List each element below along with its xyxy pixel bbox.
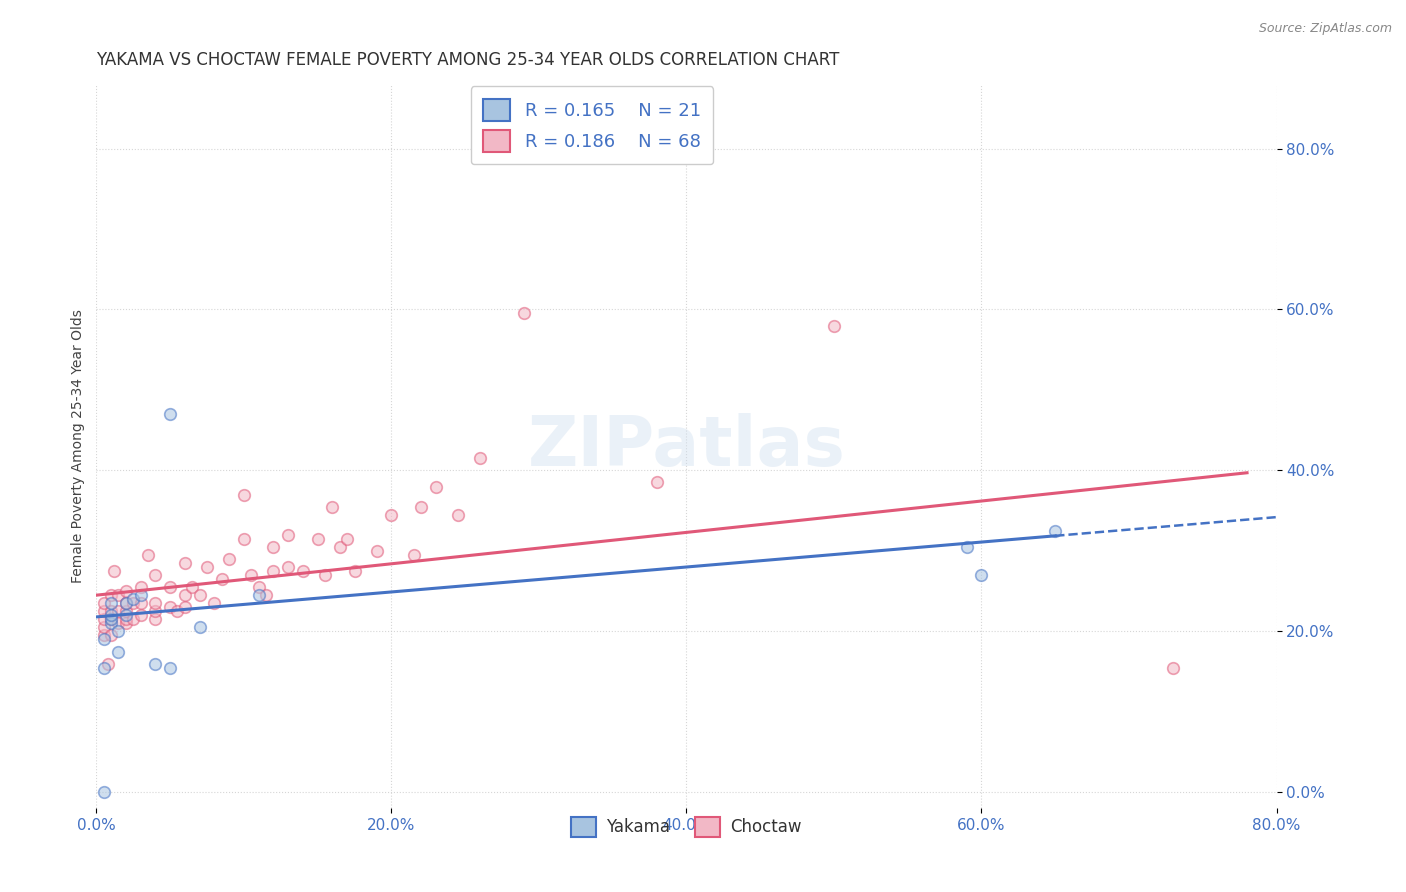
- Point: [159, 407, 181, 421]
- Text: Source: ZipAtlas.com: Source: ZipAtlas.com: [1258, 22, 1392, 36]
- Point: [100, 604, 122, 618]
- Point: [115, 612, 138, 626]
- Point: [159, 660, 181, 674]
- Point: [173, 600, 195, 615]
- Point: [93, 632, 115, 647]
- Point: [232, 532, 254, 546]
- Point: [277, 528, 299, 542]
- Point: [122, 612, 145, 626]
- Point: [93, 596, 115, 610]
- Point: [277, 560, 299, 574]
- Point: [100, 612, 122, 626]
- Point: [100, 616, 122, 631]
- Point: [93, 604, 115, 618]
- Point: [321, 500, 343, 514]
- Point: [211, 572, 233, 586]
- Point: [100, 588, 122, 602]
- Point: [329, 540, 352, 554]
- Point: [129, 608, 152, 623]
- Point: [425, 479, 447, 493]
- Point: [254, 588, 277, 602]
- Point: [247, 588, 270, 602]
- Legend: Yakama, Choctaw: Yakama, Choctaw: [565, 810, 808, 844]
- Point: [115, 616, 138, 631]
- Point: [143, 568, 166, 582]
- Point: [143, 604, 166, 618]
- Point: [188, 620, 211, 634]
- Point: [136, 548, 159, 562]
- Point: [107, 604, 129, 618]
- Point: [93, 628, 115, 642]
- Point: [107, 588, 129, 602]
- Point: [100, 628, 122, 642]
- Point: [262, 564, 284, 578]
- Point: [1045, 524, 1067, 538]
- Point: [159, 600, 181, 615]
- Point: [100, 612, 122, 626]
- Point: [232, 487, 254, 501]
- Point: [262, 540, 284, 554]
- Point: [107, 616, 129, 631]
- Point: [93, 612, 115, 626]
- Point: [100, 596, 122, 610]
- Point: [122, 596, 145, 610]
- Point: [956, 540, 979, 554]
- Point: [122, 592, 145, 607]
- Point: [447, 508, 470, 522]
- Point: [645, 475, 668, 490]
- Text: ZIPatlas: ZIPatlas: [527, 413, 845, 480]
- Point: [115, 604, 138, 618]
- Point: [823, 318, 845, 333]
- Point: [143, 596, 166, 610]
- Point: [188, 588, 211, 602]
- Point: [93, 785, 115, 799]
- Point: [380, 508, 402, 522]
- Point: [107, 644, 129, 658]
- Point: [336, 532, 359, 546]
- Point: [143, 612, 166, 626]
- Point: [173, 556, 195, 570]
- Point: [240, 568, 263, 582]
- Point: [97, 657, 120, 671]
- Point: [129, 588, 152, 602]
- Point: [143, 657, 166, 671]
- Point: [291, 564, 314, 578]
- Text: YAKAMA VS CHOCTAW FEMALE POVERTY AMONG 25-34 YEAR OLDS CORRELATION CHART: YAKAMA VS CHOCTAW FEMALE POVERTY AMONG 2…: [97, 51, 839, 69]
- Point: [195, 560, 218, 574]
- Point: [115, 596, 138, 610]
- Point: [468, 451, 491, 466]
- Point: [93, 660, 115, 674]
- Point: [173, 588, 195, 602]
- Point: [107, 624, 129, 639]
- Point: [103, 564, 125, 578]
- Point: [100, 608, 122, 623]
- Point: [366, 544, 388, 558]
- Point: [307, 532, 329, 546]
- Point: [1161, 660, 1184, 674]
- Point: [343, 564, 366, 578]
- Point: [409, 500, 432, 514]
- Point: [129, 580, 152, 594]
- Point: [202, 596, 225, 610]
- Point: [115, 584, 138, 599]
- Point: [513, 306, 536, 320]
- Point: [115, 596, 138, 610]
- Point: [314, 568, 336, 582]
- Point: [159, 580, 181, 594]
- Point: [93, 620, 115, 634]
- Point: [218, 552, 240, 566]
- Point: [247, 580, 270, 594]
- Point: [181, 580, 204, 594]
- Y-axis label: Female Poverty Among 25-34 Year Olds: Female Poverty Among 25-34 Year Olds: [72, 310, 86, 583]
- Point: [166, 604, 188, 618]
- Point: [970, 568, 993, 582]
- Point: [115, 608, 138, 623]
- Point: [129, 596, 152, 610]
- Point: [402, 548, 425, 562]
